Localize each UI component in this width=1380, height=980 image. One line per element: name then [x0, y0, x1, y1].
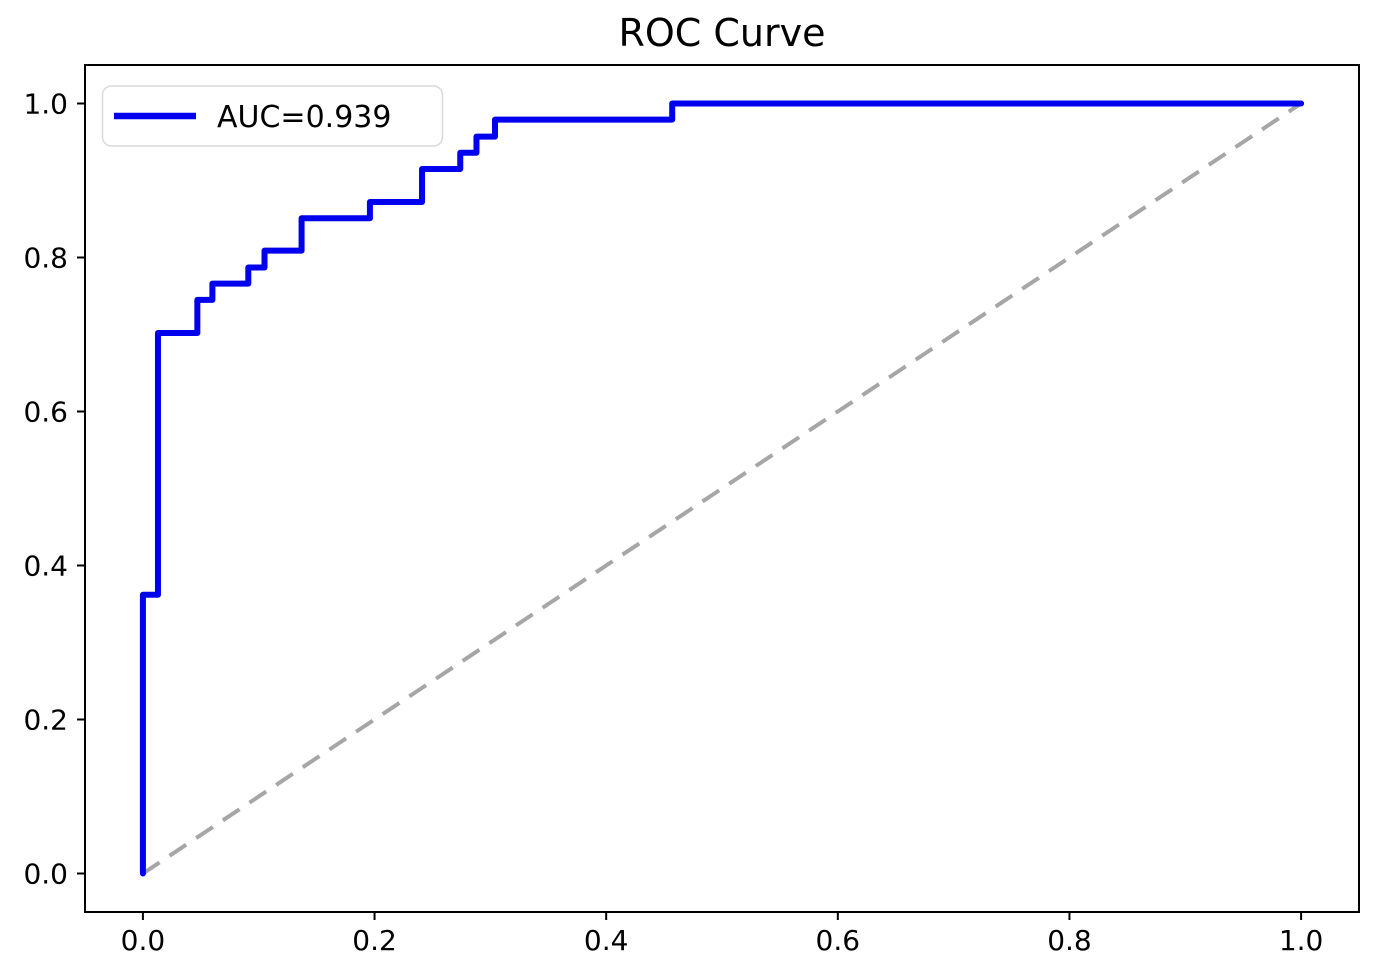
- x-tick-label: 0.4: [584, 924, 629, 957]
- y-tick-label: 0.6: [23, 396, 68, 429]
- chance-diagonal-line: [141, 101, 1303, 876]
- y-tick-label: 0.2: [23, 704, 68, 737]
- x-tick-label: 0.2: [352, 924, 397, 957]
- x-tick-label: 0.6: [816, 924, 861, 957]
- y-tick-label: 1.0: [23, 88, 68, 121]
- plot-area: 0.0 0.2 0.4 0.6 0.8 1.0 0.0 0.2 0.4 0.6 0.8 1.0: [23, 64, 1360, 957]
- chart-title: ROC Curve: [618, 11, 825, 55]
- axes-frame: [84, 64, 1360, 913]
- roc-curve-line: [139, 100, 1305, 877]
- x-tick-label: 1.0: [1279, 924, 1324, 957]
- x-tick-label: 0.0: [121, 924, 166, 957]
- legend-box: [101, 85, 444, 147]
- y-tick-label: 0.4: [23, 550, 68, 583]
- legend-label: AUC=0.939: [217, 100, 391, 135]
- y-tick-label: 0.0: [23, 858, 68, 891]
- legend: AUC=0.939: [101, 85, 444, 147]
- x-tick-label: 0.8: [1047, 924, 1092, 957]
- y-tick-label: 0.8: [23, 242, 68, 275]
